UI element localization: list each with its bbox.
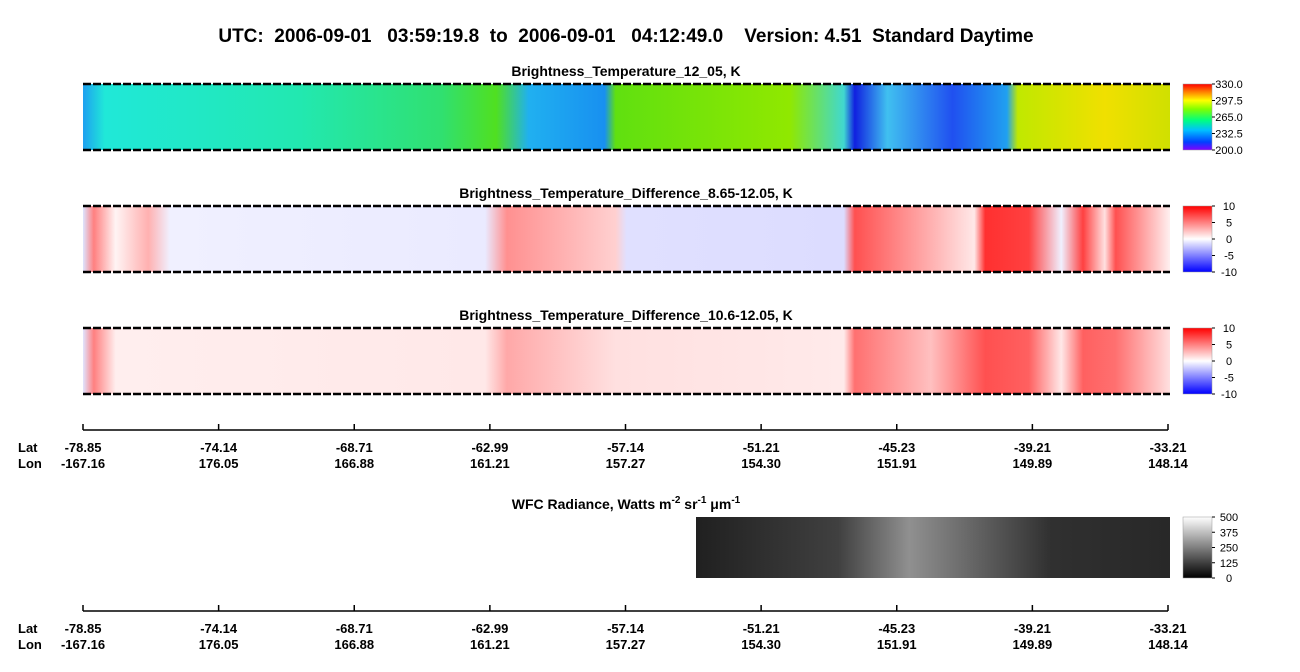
- panel-title: Brightness_Temperature_Difference_10.6-1…: [459, 307, 793, 323]
- image: [83, 206, 1170, 272]
- lat-tick-label: -39.21: [1014, 440, 1051, 455]
- colorbar-tick-label: 10: [1223, 201, 1235, 213]
- image: [696, 517, 1170, 578]
- lat-tick-label: -33.21: [1150, 621, 1187, 636]
- title-superscript: -2: [671, 495, 680, 506]
- lon-tick-label: -167.16: [61, 456, 105, 471]
- colorbar-tick-label: 5: [1226, 340, 1232, 352]
- title-text: sr: [680, 496, 698, 512]
- lon-tick-label: 148.14: [1148, 456, 1189, 471]
- lat-tick-label: -74.14: [200, 621, 238, 636]
- colorbar: [1182, 205, 1213, 273]
- lon-tick-label: 161.21: [470, 456, 510, 471]
- colorbar: [1182, 83, 1213, 151]
- colorbar-tick-label: 330.0: [1215, 79, 1243, 91]
- lon-tick-label: 154.30: [741, 637, 781, 652]
- colorbar-tick-label: 0: [1226, 573, 1232, 585]
- lon-tick-label: 166.88: [334, 637, 374, 652]
- colorbar-tick-label: 5: [1226, 218, 1232, 230]
- lat-tick-label: -74.14: [200, 440, 238, 455]
- colorbar-tick-label: 250: [1220, 543, 1238, 555]
- lat-tick-label: -68.71: [336, 440, 373, 455]
- colorbar: [1182, 516, 1213, 579]
- axis-label: Lat: [18, 440, 38, 455]
- lat-tick-label: -78.85: [65, 621, 102, 636]
- figure-title: UTC: 2006-09-01 03:59:19.8 to 2006-09-01…: [218, 26, 1033, 47]
- lon-tick-label: 157.27: [606, 456, 646, 471]
- panel-title: Brightness_Temperature_Difference_8.65-1…: [459, 185, 793, 201]
- lon-tick-label: 176.05: [199, 456, 239, 471]
- colorbar-tick-label: -10: [1221, 389, 1237, 401]
- lat-tick-label: -62.99: [471, 440, 508, 455]
- lat-tick-label: -78.85: [65, 440, 102, 455]
- lon-tick-label: 154.30: [741, 456, 781, 471]
- lat-tick-label: -51.21: [743, 621, 780, 636]
- lat-tick-label: -45.23: [878, 440, 915, 455]
- lat-tick-label: -57.14: [607, 440, 645, 455]
- colorbar-tick-label: 375: [1220, 527, 1238, 539]
- colorbar-tick-label: 500: [1220, 512, 1238, 524]
- lat-tick-label: -39.21: [1014, 621, 1051, 636]
- colorbar-tick-label: 0: [1226, 356, 1232, 368]
- colorbar: [1182, 327, 1213, 395]
- colorbar-tick-label: 297.5: [1215, 96, 1243, 108]
- image: [83, 328, 1170, 394]
- lat-tick-label: -33.21: [1150, 440, 1187, 455]
- title-superscript: -1: [731, 495, 740, 506]
- colorbar-tick-label: 10: [1223, 323, 1235, 335]
- title-text: μm: [706, 496, 731, 512]
- colorbar-tick-label: 232.5: [1215, 129, 1243, 141]
- lon-tick-label: 166.88: [334, 456, 374, 471]
- lon-tick-label: 151.91: [877, 456, 917, 471]
- axis-label: Lon: [18, 456, 42, 471]
- colorbar-tick-label: 265.0: [1215, 112, 1243, 124]
- colorbar-tick-label: 0: [1226, 234, 1232, 246]
- colorbar-tick-label: 125: [1220, 558, 1238, 570]
- lon-tick-label: 149.89: [1012, 456, 1052, 471]
- lon-tick-label: 149.89: [1012, 637, 1052, 652]
- colorbar-tick-label: -10: [1221, 267, 1237, 279]
- axis-label: Lat: [18, 621, 38, 636]
- title-superscript: -1: [698, 495, 707, 506]
- lat-tick-label: -62.99: [471, 621, 508, 636]
- lon-tick-label: 151.91: [877, 637, 917, 652]
- colorbar-tick-label: -5: [1224, 251, 1234, 263]
- panel-title: WFC Radiance, Watts m-2 sr-1 μm-1: [512, 495, 741, 512]
- lat-tick-label: -45.23: [878, 621, 915, 636]
- lat-tick-label: -68.71: [336, 621, 373, 636]
- lon-tick-label: 157.27: [606, 637, 646, 652]
- panel-title: Brightness_Temperature_12_05, K: [511, 63, 740, 79]
- lat-tick-label: -57.14: [607, 621, 645, 636]
- image: [83, 84, 1170, 150]
- colorbar-tick-label: 200.0: [1215, 145, 1243, 157]
- colorbar-tick-label: -5: [1224, 373, 1234, 385]
- lon-tick-label: -167.16: [61, 637, 105, 652]
- lon-tick-label: 176.05: [199, 637, 239, 652]
- lat-tick-label: -51.21: [743, 440, 780, 455]
- axis-label: Lon: [18, 637, 42, 652]
- title-text: WFC Radiance, Watts m: [512, 496, 672, 512]
- lon-tick-label: 161.21: [470, 637, 510, 652]
- lon-tick-label: 148.14: [1148, 637, 1189, 652]
